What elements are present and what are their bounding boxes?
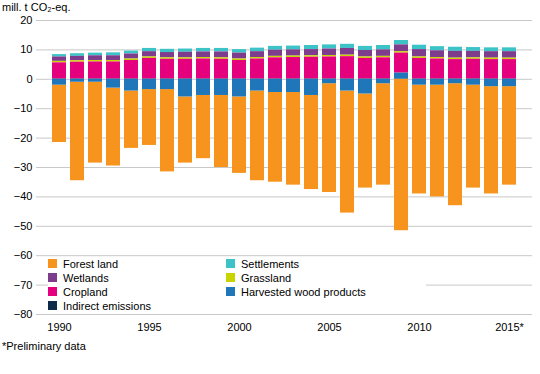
- svg-text:1995: 1995: [137, 321, 161, 333]
- svg-text:1990: 1990: [47, 321, 71, 333]
- svg-text:10: 10: [20, 43, 32, 55]
- svg-text:−60: −60: [14, 249, 33, 261]
- svg-text:20: 20: [20, 14, 32, 26]
- html-text:Indirect emissions: Indirect emissions: [63, 299, 151, 312]
- html-text:mill. t CO₂-eq.: mill. t CO₂-eq.: [2, 1, 71, 13]
- svg-text:−40: −40: [14, 190, 33, 202]
- html-text:Cropland: Cropland: [63, 285, 108, 298]
- html-text:Wetlands: Wetlands: [63, 271, 109, 284]
- svg-text:−10: −10: [14, 102, 33, 114]
- svg-text:−70: −70: [14, 279, 33, 291]
- svg-text:0: 0: [26, 73, 32, 85]
- html-text:Forest land: Forest land: [63, 257, 118, 270]
- svg-text:−80: −80: [14, 308, 33, 320]
- svg-text:2015*: 2015*: [495, 321, 524, 333]
- svg-text:−20: −20: [14, 132, 33, 144]
- svg-text:2005: 2005: [317, 321, 341, 333]
- svg-text:−30: −30: [14, 161, 33, 173]
- svg-text:−50: −50: [14, 220, 33, 232]
- html-text:*Preliminary data: *Preliminary data: [2, 340, 86, 352]
- svg-text:2000: 2000: [227, 321, 251, 333]
- html-text:Grassland: Grassland: [241, 271, 292, 284]
- html-text:Settlements: Settlements: [241, 257, 300, 270]
- svg-text:2010: 2010: [407, 321, 431, 333]
- html-text:Harvested wood products: Harvested wood products: [241, 285, 366, 298]
